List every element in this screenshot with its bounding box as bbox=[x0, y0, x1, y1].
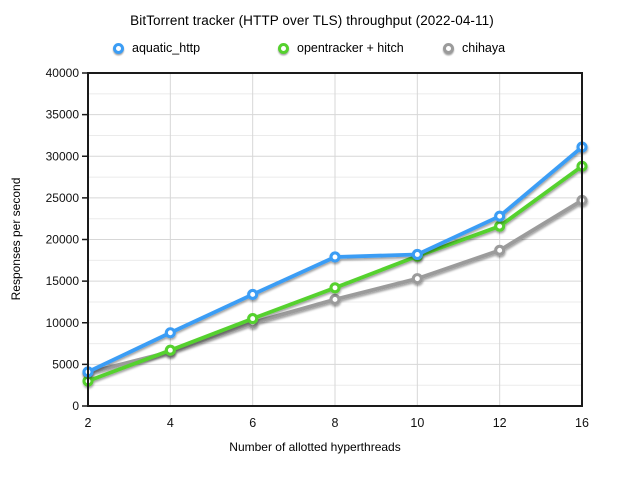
data-point-marker[interactable] bbox=[164, 327, 176, 339]
x-tick-label: 2 bbox=[85, 416, 92, 430]
x-tick-label: 10 bbox=[410, 416, 424, 430]
legend-label: opentracker + hitch bbox=[297, 41, 404, 55]
legend-item-opentracker-hitch[interactable]: opentracker + hitch bbox=[278, 41, 443, 55]
x-tick-label: 4 bbox=[167, 416, 174, 430]
legend-label: chihaya bbox=[462, 41, 506, 55]
y-tick-label: 40000 bbox=[46, 66, 80, 80]
y-tick-label: 15000 bbox=[46, 274, 80, 288]
x-tick-label: 8 bbox=[332, 416, 339, 430]
chart-title: BitTorrent tracker (HTTP over TLS) throu… bbox=[130, 13, 494, 28]
data-point-marker[interactable] bbox=[411, 273, 423, 285]
series-marker-icon bbox=[443, 42, 454, 54]
y-tick-label: 20000 bbox=[46, 233, 80, 247]
x-tick-label: 6 bbox=[249, 416, 256, 430]
data-point-marker[interactable] bbox=[247, 288, 259, 300]
y-axis-title: Responses per second bbox=[9, 177, 23, 301]
data-point-marker[interactable] bbox=[329, 282, 341, 294]
x-axis-title: Number of allotted hyperthreads bbox=[229, 440, 401, 454]
y-tick-label: 35000 bbox=[46, 108, 80, 122]
data-point-marker[interactable] bbox=[411, 248, 423, 261]
legend: aquatic_http opentracker + hitch chihaya bbox=[113, 40, 505, 56]
x-tick-label: 12 bbox=[493, 416, 507, 430]
legend-item-chihaya[interactable]: chihaya bbox=[443, 41, 505, 55]
data-point-marker[interactable] bbox=[329, 293, 341, 305]
data-point-marker[interactable] bbox=[494, 244, 506, 256]
data-point-marker[interactable] bbox=[329, 251, 341, 263]
y-tick-label: 30000 bbox=[46, 149, 80, 163]
x-tick-label: 16 bbox=[575, 416, 589, 430]
data-point-marker[interactable] bbox=[494, 220, 506, 232]
series-marker-icon bbox=[278, 42, 289, 54]
y-axis-tick-labels: 0 5000 10000 15000 20000 25000 30000 35000 40000 bbox=[46, 66, 88, 413]
legend-label: aquatic_http bbox=[132, 41, 201, 55]
data-point-marker[interactable] bbox=[164, 344, 176, 356]
data-point-marker[interactable] bbox=[494, 210, 506, 222]
plot-border bbox=[87, 72, 583, 407]
series-marker-icon bbox=[113, 42, 124, 54]
gridlines bbox=[88, 73, 582, 406]
y-tick-label: 10000 bbox=[46, 316, 80, 330]
data-point-marker[interactable] bbox=[247, 313, 259, 325]
y-tick-label: 0 bbox=[72, 399, 79, 413]
legend-item-aquatic-http[interactable]: aquatic_http bbox=[113, 41, 278, 55]
y-tick-label: 25000 bbox=[46, 191, 80, 205]
y-tick-label: 5000 bbox=[52, 357, 79, 371]
x-axis-tick-labels: 2 4 6 8 10 12 16 bbox=[85, 416, 589, 430]
series-aquatic-http bbox=[82, 141, 588, 378]
